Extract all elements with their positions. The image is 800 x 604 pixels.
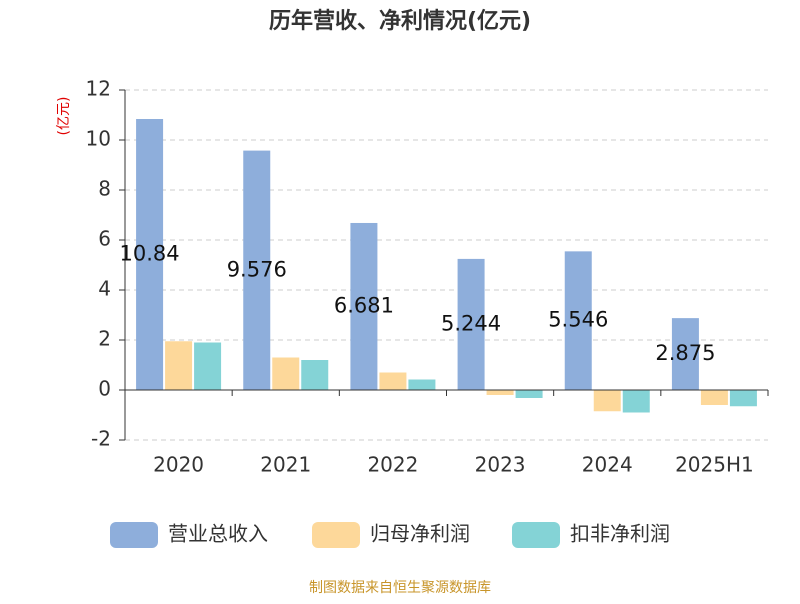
- source-note: 制图数据来自恒生聚源数据库: [309, 580, 491, 596]
- bar: [700, 390, 728, 405]
- y-axis-label: (亿元): [56, 97, 72, 136]
- y-tick-label: 0: [98, 377, 111, 401]
- data-label: 5.546: [548, 308, 608, 332]
- x-tick-label: 2021: [260, 453, 311, 477]
- legend-swatch: [110, 522, 158, 548]
- legend-swatch: [512, 522, 560, 548]
- data-label: 10.84: [120, 242, 180, 266]
- bar: [564, 251, 592, 390]
- y-tick-label: 12: [86, 77, 111, 101]
- bar: [622, 390, 650, 413]
- y-tick-label: 10: [86, 127, 111, 151]
- data-label: 2.875: [655, 341, 715, 365]
- bar: [486, 390, 514, 395]
- bar: [515, 390, 543, 398]
- bar: [243, 150, 271, 390]
- bar: [350, 222, 378, 390]
- legend-swatch: [312, 522, 360, 548]
- legend-label: 归母净利润: [370, 522, 470, 546]
- y-tick-label: 8: [98, 177, 111, 201]
- y-tick-label: -2: [91, 427, 111, 451]
- x-tick-label: 2023: [475, 453, 526, 477]
- chart-title: 历年营收、净利情况(亿元): [269, 8, 531, 34]
- bar: [408, 379, 436, 390]
- x-tick-label: 2020: [153, 453, 204, 477]
- data-label: 9.576: [227, 257, 287, 281]
- x-tick-label: 2022: [367, 453, 418, 477]
- bar: [457, 258, 485, 390]
- bar: [729, 390, 757, 407]
- legend-label: 扣非净利润: [570, 522, 670, 546]
- y-tick-label: 2: [98, 327, 111, 351]
- bar: [593, 390, 621, 412]
- bar: [272, 357, 300, 390]
- data-label: 5.244: [441, 311, 501, 335]
- bar: [379, 372, 407, 390]
- bar: [165, 341, 193, 390]
- data-label: 6.681: [334, 293, 394, 317]
- bar: [301, 360, 329, 390]
- legend-label: 营业总收入: [168, 522, 268, 546]
- y-tick-label: 6: [98, 227, 111, 251]
- y-tick-label: 4: [98, 277, 111, 301]
- x-tick-label: 2024: [582, 453, 633, 477]
- bar: [136, 119, 164, 390]
- bar: [194, 342, 222, 390]
- x-tick-label: 2025H1: [675, 453, 754, 477]
- bar: [671, 318, 699, 390]
